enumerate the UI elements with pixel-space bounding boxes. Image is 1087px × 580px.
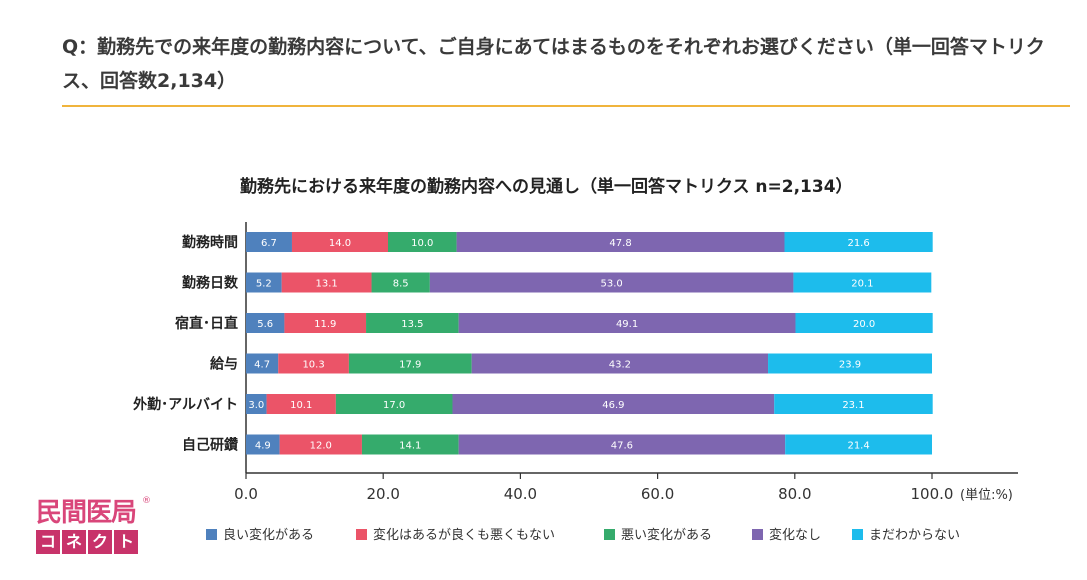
data-label: 10.3 xyxy=(302,360,324,371)
data-label: 23.1 xyxy=(842,400,864,411)
data-label: 20.1 xyxy=(851,279,873,290)
legend-label: 良い変化がある xyxy=(223,527,314,543)
bar-segment xyxy=(246,272,282,293)
legend-swatch xyxy=(752,529,763,540)
bar-segment xyxy=(348,353,472,374)
category-label: 宿直･日直 xyxy=(175,315,238,332)
bar-segment xyxy=(246,394,267,414)
bar-segment xyxy=(795,313,933,333)
legend-label: 悪い変化がある xyxy=(621,527,712,543)
bar-segment xyxy=(785,434,932,455)
bar-segment xyxy=(361,434,459,455)
bar-segment xyxy=(246,434,280,455)
unit-label: (単位:%) xyxy=(960,487,1013,503)
bar-segment xyxy=(278,353,349,374)
x-tick-label: 60.0 xyxy=(641,485,674,503)
brand-logo: 民間医局 ® コ ネ ク ト xyxy=(36,496,151,560)
data-label: 6.7 xyxy=(261,238,277,249)
data-label: 17.9 xyxy=(399,360,421,371)
x-tick-label: 40.0 xyxy=(504,485,537,503)
logo-char: ト xyxy=(114,530,138,554)
logo-char: コ xyxy=(36,530,60,554)
bar-segment xyxy=(246,313,285,333)
data-label: 4.7 xyxy=(254,360,270,371)
legend-label: まだわからない xyxy=(869,528,960,543)
legend-label: 変化なし xyxy=(769,527,821,543)
data-label: 13.1 xyxy=(315,279,337,290)
data-label: 21.6 xyxy=(847,238,869,249)
bar-segment xyxy=(335,394,453,414)
data-label: 13.5 xyxy=(401,319,423,330)
logo-text: 民間医局 xyxy=(36,498,137,528)
bar-segment xyxy=(366,313,459,333)
bar-segment xyxy=(458,313,796,333)
category-label: 給与 xyxy=(210,356,238,373)
data-label: 12.0 xyxy=(310,441,332,452)
data-label: 5.6 xyxy=(257,319,273,330)
data-label: 23.9 xyxy=(839,360,861,371)
data-label: 10.0 xyxy=(411,238,433,249)
bar-segment xyxy=(793,272,932,293)
data-label: 17.0 xyxy=(383,400,405,411)
logo-char: ク xyxy=(88,530,112,554)
bar-segment xyxy=(291,232,389,252)
bar-segment xyxy=(456,232,785,252)
bar-segment xyxy=(246,353,279,374)
legend-swatch xyxy=(356,529,367,540)
bar-segment xyxy=(784,232,933,252)
bar-segment xyxy=(266,394,336,414)
legend-label: 変化はあるが良くも悪くもない xyxy=(373,527,555,543)
data-label: 46.9 xyxy=(602,400,624,411)
bar-segment xyxy=(246,232,292,252)
bar-segment xyxy=(774,394,933,414)
legend-swatch xyxy=(206,529,217,540)
bar-segment xyxy=(279,434,362,455)
logo-char: ネ xyxy=(62,530,86,554)
data-label: 53.0 xyxy=(601,279,623,290)
logo-badge: コ ネ ク ト xyxy=(36,530,148,554)
x-tick-label: 100.0 xyxy=(911,485,954,503)
data-label: 47.6 xyxy=(611,441,633,452)
bar-segment xyxy=(458,434,786,455)
data-label: 3.0 xyxy=(248,400,264,411)
data-label: 20.0 xyxy=(853,319,875,330)
category-label: 勤務時間 xyxy=(182,234,238,251)
category-label: 自己研鑽 xyxy=(182,437,238,454)
bar-segment xyxy=(284,313,367,333)
data-label: 14.0 xyxy=(329,238,351,249)
data-label: 10.1 xyxy=(290,400,312,411)
category-label: 外勤･アルバイト xyxy=(133,396,238,413)
bar-segment xyxy=(281,272,372,293)
bar-segment xyxy=(452,394,775,414)
x-tick-label: 0.0 xyxy=(234,485,258,503)
registered-mark: ® xyxy=(142,496,151,506)
bar-segment xyxy=(371,272,430,293)
data-label: 5.2 xyxy=(256,279,272,290)
divider xyxy=(62,105,1070,107)
data-label: 8.5 xyxy=(393,279,409,290)
x-tick-label: 20.0 xyxy=(366,485,399,503)
bar-segment xyxy=(429,272,794,293)
data-label: 11.9 xyxy=(314,319,336,330)
data-label: 43.2 xyxy=(609,360,631,371)
data-label: 49.1 xyxy=(616,319,638,330)
data-label: 14.1 xyxy=(399,441,421,452)
question-text: Q：勤務先での来年度の勤務内容について、ご自身にあてはまるものをそれぞれお選びく… xyxy=(62,36,1045,92)
category-label: 勤務日数 xyxy=(182,275,239,292)
bar-segment xyxy=(388,232,457,252)
data-label: 21.4 xyxy=(847,441,869,452)
data-label: 4.9 xyxy=(255,441,271,452)
data-label: 47.8 xyxy=(609,238,631,249)
legend-swatch xyxy=(604,529,615,540)
legend-swatch xyxy=(852,529,863,540)
chart-title: 勤務先における来年度の勤務内容への見通し（単一回答マトリクス n=2,134） xyxy=(240,177,853,197)
bar-segment xyxy=(471,353,769,374)
x-tick-label: 80.0 xyxy=(778,485,811,503)
bar-segment xyxy=(768,353,932,374)
